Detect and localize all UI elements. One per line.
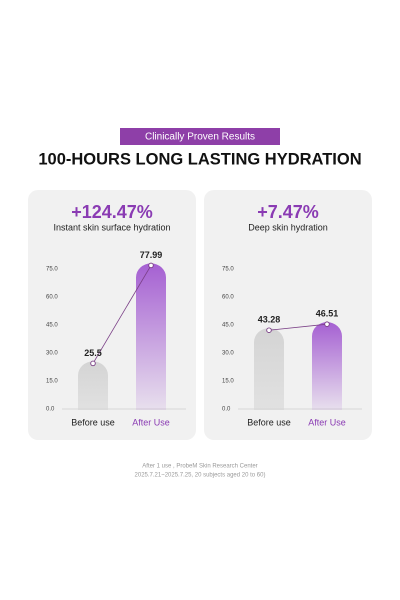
y-tick-label: 15.0 [46,379,58,385]
value-label: 46.51 [316,309,339,319]
y-tick-label: 45.0 [222,323,234,329]
trend-line [92,265,152,364]
y-tick-label: 75.0 [46,267,58,273]
y-tick-label: 30.0 [46,351,58,357]
value-label: 77.99 [140,250,163,260]
title: 100-HOURS LONG LASTING HYDRATION [38,150,361,168]
bar [136,263,166,410]
bar [254,328,284,410]
badge: Clinically Proven Results [145,132,255,143]
y-tick-label: 15.0 [222,379,234,385]
value-label: 25.5 [84,348,102,358]
marker [90,360,96,367]
value-label: 43.28 [258,315,281,325]
marker [324,321,330,327]
x-tick-label: Before use [71,417,115,427]
footnote: 2025.7.21~2025.7.25, 20 subjects aged 20… [135,473,266,479]
headline: +124.47% [71,202,153,222]
subtitle: Instant skin surface hydration [53,222,170,232]
x-tick-label: Before use [247,417,291,427]
x-tick-label: After Use [132,417,170,427]
y-tick-label: 75.0 [222,267,234,273]
y-tick-label: 0.0 [46,407,55,413]
marker [148,262,154,269]
marker [266,327,272,333]
y-tick-label: 0.0 [222,407,231,413]
x-tick-label: After Use [308,417,346,427]
headline: +7.47% [257,202,319,222]
subtitle: Deep skin hydration [248,222,328,232]
y-tick-label: 60.0 [46,295,58,301]
bar [312,322,342,410]
trend-line [268,323,328,331]
footnote: After 1 use , ProbeM Skin Research Cente… [142,464,257,470]
y-tick-label: 45.0 [46,323,58,329]
bar [78,361,108,410]
badge-bg [120,128,280,145]
y-tick-label: 60.0 [222,295,234,301]
y-tick-label: 30.0 [222,351,234,357]
